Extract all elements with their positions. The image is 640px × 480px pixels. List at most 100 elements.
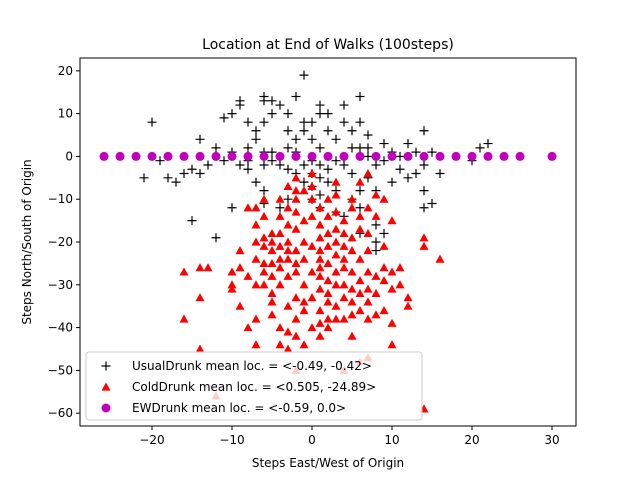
usual-drunk-point — [379, 228, 389, 238]
cold-drunk-point — [347, 194, 357, 203]
cold-drunk-point — [403, 301, 413, 310]
usual-drunk-point — [227, 203, 237, 213]
cold-drunk-point — [203, 263, 213, 272]
cold-drunk-point — [371, 271, 381, 280]
usual-drunk-point — [315, 190, 325, 200]
usual-drunk-point — [315, 109, 325, 119]
cold-drunk-point — [267, 246, 277, 255]
usual-drunk-point — [323, 164, 333, 174]
usual-drunk-point — [355, 117, 365, 127]
x-tick-label: 30 — [544, 433, 559, 447]
x-tick-label: −10 — [219, 433, 244, 447]
ew-drunk-point — [195, 151, 205, 161]
cold-drunk-point — [323, 211, 333, 220]
cold-drunk-point — [243, 323, 253, 332]
usual-drunk-point — [323, 177, 333, 187]
cold-drunk-point — [379, 276, 389, 285]
usual-drunk-point — [163, 173, 173, 183]
usual-drunk-point — [203, 160, 213, 170]
legend-marker-usual-drunk — [101, 361, 111, 371]
usual-drunk-point — [243, 143, 253, 153]
usual-drunk-point — [251, 126, 261, 136]
usual-drunk-point — [347, 126, 357, 136]
usual-drunk-point — [235, 160, 245, 170]
usual-drunk-point — [187, 164, 197, 174]
cold-drunk-point — [403, 293, 413, 302]
usual-drunk-point — [363, 143, 373, 153]
cold-drunk-point — [339, 314, 349, 323]
cold-drunk-point — [379, 241, 389, 250]
usual-drunk-point — [371, 237, 381, 247]
usual-drunk-point — [403, 173, 413, 183]
cold-drunk-point — [299, 216, 309, 225]
cold-drunk-point — [395, 263, 405, 272]
cold-drunk-point — [267, 228, 277, 238]
cold-drunk-point — [275, 340, 285, 349]
cold-drunk-point — [315, 203, 325, 212]
usual-drunk-point — [219, 113, 229, 123]
cold-drunk-point — [323, 288, 333, 297]
usual-drunk-point — [259, 92, 269, 102]
cold-drunk-point — [251, 220, 261, 229]
cold-drunk-point — [331, 190, 341, 199]
y-tick-label: 0 — [65, 149, 73, 163]
cold-drunk-point — [323, 241, 333, 250]
ew-drunk-point — [403, 151, 413, 161]
cold-drunk-point — [267, 258, 277, 267]
usual-drunk-point — [211, 143, 221, 153]
usual-drunk-point — [435, 169, 445, 179]
cold-drunk-point — [291, 293, 301, 302]
cold-drunk-point — [387, 216, 397, 225]
cold-drunk-point — [347, 246, 357, 255]
cold-drunk-point — [259, 267, 269, 276]
ew-drunk-point — [371, 151, 381, 161]
usual-drunk-point — [299, 126, 309, 136]
y-axis-label: Steps North/South of Origin — [20, 159, 34, 324]
usual-drunk-point — [235, 96, 245, 106]
cold-drunk-point — [179, 314, 189, 323]
legend-label-cold-drunk: ColdDrunk mean loc. = <0.505, -24.89> — [132, 380, 376, 394]
cold-drunk-point — [275, 194, 285, 203]
usual-drunk-point — [379, 156, 389, 166]
cold-drunk-point — [323, 314, 333, 323]
cold-drunk-point — [251, 237, 261, 246]
usual-drunk-point — [483, 139, 493, 149]
cold-drunk-point — [251, 340, 261, 349]
cold-drunk-point — [259, 258, 269, 267]
x-tick-label: 0 — [308, 433, 316, 447]
cold-drunk-point — [283, 301, 293, 310]
legend-label-ew-drunk: EWDrunk mean loc. = <-0.59, 0.0> — [132, 401, 346, 415]
usual-drunk-point — [323, 126, 333, 136]
cold-drunk-point — [291, 207, 301, 216]
usual-drunk-point — [219, 156, 229, 166]
cold-drunk-point — [363, 203, 373, 212]
y-tick-label: −40 — [48, 321, 73, 335]
ew-drunk-point — [131, 151, 141, 161]
cold-drunk-point — [331, 237, 341, 246]
cold-drunk-point — [355, 224, 365, 233]
cold-drunk-point — [323, 258, 333, 267]
usual-drunk-point — [147, 117, 157, 127]
usual-drunk-point — [299, 177, 309, 187]
cold-drunk-point — [235, 301, 245, 310]
cold-drunk-point — [291, 314, 301, 323]
cold-drunk-point — [259, 241, 269, 250]
cold-drunk-point — [291, 194, 301, 203]
cold-drunk-point — [299, 254, 309, 263]
cold-drunk-point — [251, 314, 261, 323]
cold-drunk-point — [299, 237, 309, 246]
usual-drunk-point — [363, 151, 373, 161]
cold-drunk-point — [267, 237, 277, 246]
cold-drunk-point — [275, 254, 285, 263]
cold-drunk-point — [283, 181, 293, 190]
x-axis-label: Steps East/West of Origin — [252, 456, 404, 470]
cold-drunk-point — [347, 267, 357, 276]
cold-drunk-point — [315, 263, 325, 272]
cold-drunk-point — [259, 211, 269, 220]
usual-drunk-point — [355, 203, 365, 213]
cold-drunk-point — [363, 228, 373, 238]
cold-drunk-point — [275, 263, 285, 272]
ew-drunk-point — [499, 151, 509, 161]
cold-drunk-point — [387, 318, 397, 327]
